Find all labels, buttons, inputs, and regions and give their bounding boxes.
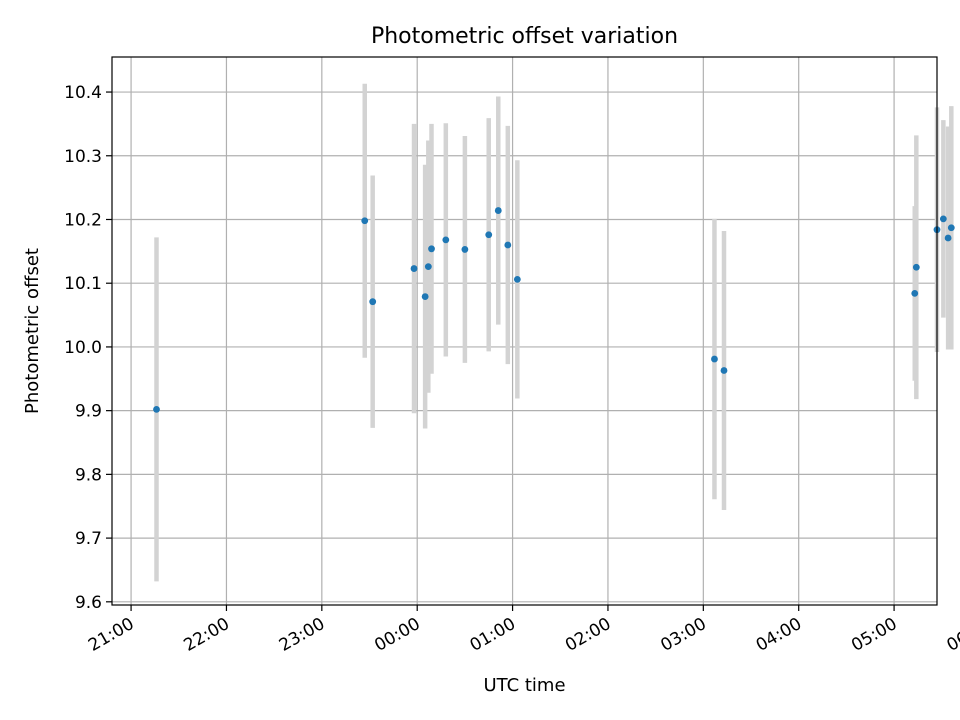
- y-axis-label: Photometric offset: [22, 248, 43, 414]
- data-point: [428, 245, 435, 253]
- x-axis-ticks: 21:00 22:00 23:00 00:00 01:00 02:00 03:00 04:00…: [85, 605, 960, 656]
- x-tick-label: 05:00: [848, 614, 900, 656]
- data-point: [153, 405, 160, 413]
- grid: [112, 57, 937, 605]
- x-tick-label: 02:00: [562, 614, 614, 656]
- data-point: [513, 275, 521, 283]
- data-point: [461, 246, 469, 253]
- x-tick-label: 22:00: [181, 614, 233, 656]
- y-tick-label: 10.0: [64, 338, 102, 358]
- x-tick-label: 01:00: [467, 614, 519, 656]
- data-point: [711, 355, 718, 363]
- data-point: [911, 290, 919, 297]
- x-tick-label: 04:00: [753, 614, 805, 656]
- data-point: [720, 367, 728, 374]
- data-point: [947, 224, 955, 232]
- data-point: [442, 236, 450, 244]
- y-tick-label: 9.9: [75, 402, 102, 422]
- data-point: [410, 265, 418, 272]
- plot-frame: [111, 56, 938, 606]
- y-tick-label: 9.8: [75, 465, 102, 485]
- data-point: [504, 241, 512, 249]
- data-point: [424, 263, 432, 271]
- data-point: [485, 231, 493, 239]
- x-tick-label: 23:00: [276, 614, 328, 656]
- data-point: [939, 215, 947, 223]
- errorbars: [154, 83, 954, 582]
- data-point: [912, 263, 920, 271]
- x-tick-label: 03:00: [657, 614, 709, 656]
- y-axis-ticks: 9.6 9.7 9.8 9.9 10.0 10.1 10.2 10.3 10.4: [64, 83, 112, 613]
- chart-title: Photometric offset variation: [371, 24, 678, 49]
- y-tick-label: 9.7: [75, 529, 102, 549]
- x-tick-label: 06:00: [944, 614, 960, 656]
- y-tick-label: 9.6: [75, 593, 102, 613]
- y-tick-label: 10.1: [64, 274, 102, 294]
- data-point: [369, 298, 377, 306]
- data-point: [421, 293, 429, 300]
- y-tick-label: 10.3: [64, 147, 102, 167]
- y-tick-label: 10.4: [64, 83, 102, 103]
- data-point: [494, 207, 502, 214]
- data-point: [361, 217, 369, 225]
- y-tick-label: 10.2: [64, 210, 102, 230]
- x-tick-label: 00:00: [371, 614, 423, 656]
- data-points: [153, 207, 955, 413]
- data-point: [944, 234, 952, 242]
- x-axis-label: UTC time: [483, 675, 565, 696]
- x-tick-label: 21:00: [85, 614, 137, 656]
